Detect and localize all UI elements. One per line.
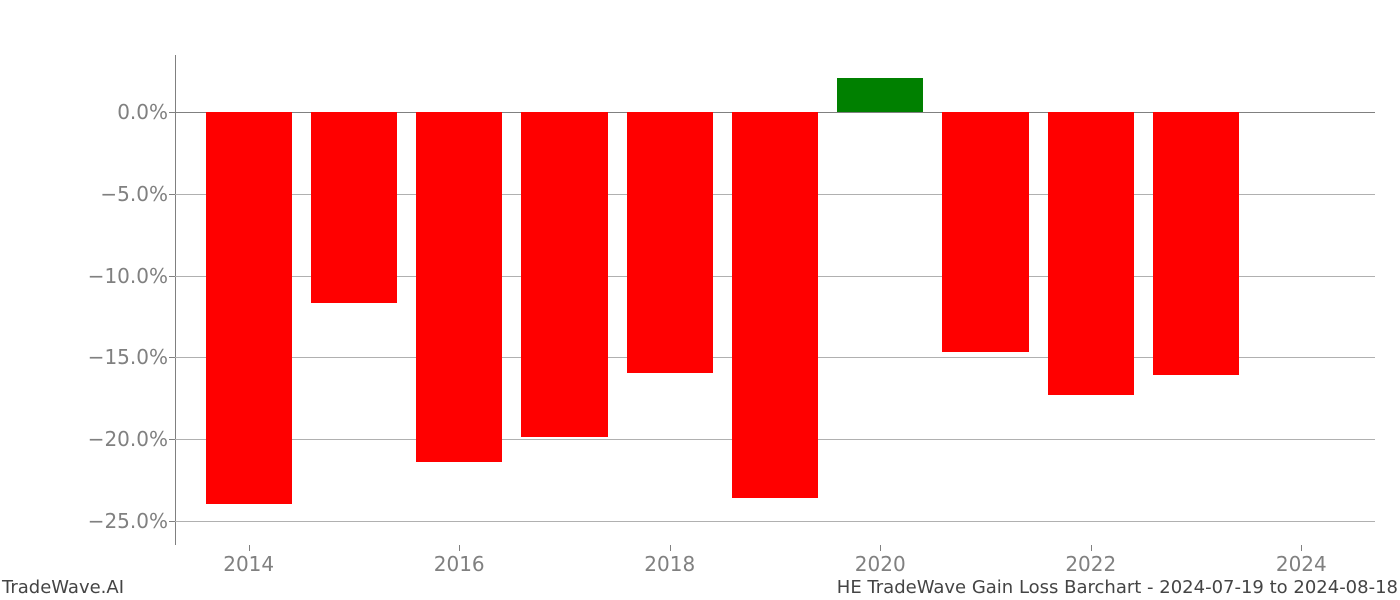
xtick-mark (1301, 545, 1302, 551)
bar (206, 112, 292, 504)
footer-right-text: HE TradeWave Gain Loss Barchart - 2024-0… (837, 577, 1398, 598)
chart-plot-area (175, 55, 1375, 545)
ytick-label: 0.0% (117, 100, 168, 124)
xtick-label: 2024 (1276, 552, 1327, 576)
gridline (175, 521, 1375, 522)
ytick-label: −20.0% (88, 427, 168, 451)
bar (627, 112, 713, 373)
xtick-label: 2022 (1065, 552, 1116, 576)
bar (416, 112, 502, 462)
ytick-mark (169, 439, 175, 440)
xtick-mark (459, 545, 460, 551)
xtick-label: 2018 (644, 552, 695, 576)
ytick-mark (169, 357, 175, 358)
xtick-mark (670, 545, 671, 551)
xtick-label: 2014 (223, 552, 274, 576)
bar-plot (175, 55, 1375, 545)
xtick-mark (249, 545, 250, 551)
bar (1153, 112, 1239, 375)
ytick-mark (169, 521, 175, 522)
xtick-label: 2020 (855, 552, 906, 576)
xtick-mark (1091, 545, 1092, 551)
bar (1048, 112, 1134, 395)
ytick-mark (169, 194, 175, 195)
footer-left-text: TradeWave.AI (2, 577, 124, 598)
ytick-mark (169, 276, 175, 277)
xtick-mark (880, 545, 881, 551)
bar (311, 112, 397, 303)
bar (521, 112, 607, 437)
bar (837, 78, 923, 112)
ytick-mark (169, 112, 175, 113)
bar (942, 112, 1028, 352)
bar (732, 112, 818, 497)
ytick-label: −10.0% (88, 264, 168, 288)
ytick-label: −25.0% (88, 509, 168, 533)
ytick-label: −15.0% (88, 345, 168, 369)
ytick-label: −5.0% (100, 182, 168, 206)
xtick-label: 2016 (434, 552, 485, 576)
